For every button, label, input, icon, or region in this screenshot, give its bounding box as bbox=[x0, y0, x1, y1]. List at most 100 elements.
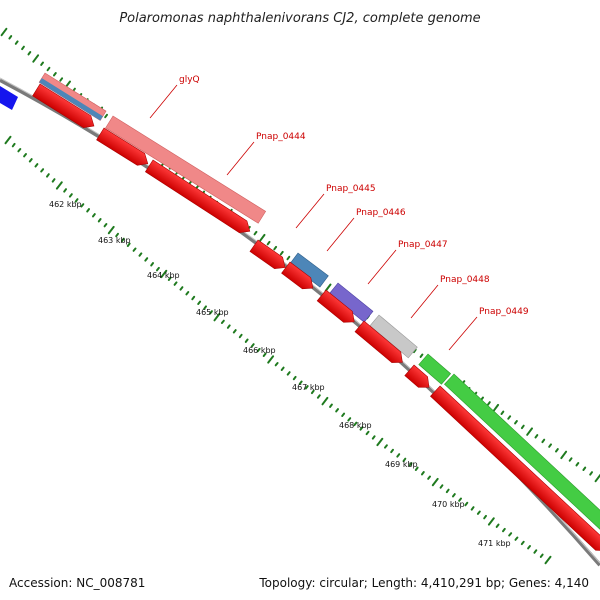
outer-ring-tick bbox=[324, 283, 332, 292]
inner-ring-tick bbox=[185, 291, 190, 296]
inner-ring-tick bbox=[74, 198, 79, 203]
cds-arrow-5 bbox=[281, 261, 314, 290]
upstream-feature bbox=[0, 86, 18, 110]
kbp-label-462: 462 kbp bbox=[49, 200, 82, 209]
inner-ring-tick bbox=[483, 514, 487, 520]
genome-backbone bbox=[0, 78, 600, 567]
outer-ring-tick bbox=[419, 353, 424, 358]
outer-ring-tick bbox=[589, 471, 593, 476]
outer-ring-tick bbox=[59, 77, 64, 82]
inner-ring-tick bbox=[298, 380, 303, 385]
inner-ring-tick bbox=[23, 153, 27, 158]
inner-ring-tick bbox=[11, 142, 16, 148]
inner-ring-tick bbox=[476, 510, 481, 515]
gene-glyq bbox=[38, 72, 107, 121]
leader-pnap-0446 bbox=[326, 217, 355, 252]
inner-ring-tick bbox=[191, 295, 196, 301]
inner-ring-tick bbox=[495, 523, 500, 528]
outer-ring-tick bbox=[520, 424, 525, 430]
gene-labels: glyQ Pnap_0444 Pnap_0445 Pnap_0446 Pnap_… bbox=[179, 75, 529, 317]
inner-ring-tick bbox=[464, 501, 469, 507]
outer-ring-tick bbox=[266, 240, 271, 246]
inner-ring-tick bbox=[213, 312, 221, 322]
outer-ring-tick bbox=[253, 230, 258, 236]
outer-ring-tick bbox=[500, 410, 505, 415]
gene-label-pnap-0444: Pnap_0444 bbox=[256, 132, 306, 142]
kbp-label-468: 468 kbp bbox=[339, 421, 372, 430]
accession-text: Accession: NC_008781 bbox=[9, 576, 145, 590]
cds-arrow-6 bbox=[316, 289, 355, 323]
inner-ring-tick bbox=[390, 448, 394, 454]
gene-pnap-0448 bbox=[418, 353, 452, 385]
outer-ring-tick bbox=[412, 348, 417, 354]
outer-ring-tick bbox=[582, 466, 587, 471]
inner-ring-tick bbox=[86, 208, 90, 213]
kbp-label-465: 465 kbp bbox=[196, 308, 229, 317]
inner-ring-tick bbox=[160, 269, 168, 279]
inner-ring-tick bbox=[414, 466, 419, 471]
kbp-label-467: 467 kbp bbox=[292, 383, 325, 392]
gene-label-glyq: glyQ bbox=[179, 75, 200, 85]
inner-ring-tick bbox=[431, 477, 439, 487]
inner-ring-tick bbox=[286, 371, 291, 376]
inner-ring-tick bbox=[384, 444, 388, 449]
kbp-label-471: 471 kbp bbox=[478, 539, 511, 548]
inner-ring-tick bbox=[304, 385, 309, 390]
inner-ring-tick bbox=[63, 188, 67, 193]
outer-ring-tick bbox=[273, 245, 278, 251]
inner-ring-tick bbox=[115, 232, 119, 238]
map-title: Polaromonas naphthalenivorans CJ2, compl… bbox=[119, 11, 480, 26]
outer-ring-tick bbox=[526, 427, 533, 436]
inner-ring-tick bbox=[365, 430, 370, 436]
inner-ring-tick bbox=[329, 403, 333, 408]
inner-ring-tick bbox=[452, 493, 456, 498]
outer-ring-tick bbox=[104, 113, 108, 119]
inner-ring-tick bbox=[347, 417, 352, 422]
gene-label-pnap-0446: Pnap_0446 bbox=[356, 208, 406, 218]
gene-label-pnap-0445: Pnap_0445 bbox=[326, 184, 376, 194]
outer-ring-tick bbox=[279, 250, 284, 256]
kbp-label-463: 463 kbp bbox=[98, 236, 131, 245]
inner-ring-tick bbox=[55, 181, 63, 190]
cds-arrow-1 bbox=[32, 83, 95, 128]
inner-ring-tick bbox=[156, 266, 160, 272]
kbp-label-464: 464 kbp bbox=[147, 271, 180, 280]
outer-ring-tick bbox=[507, 415, 512, 420]
cds-arrow-7 bbox=[354, 320, 403, 363]
cds-arrow-4 bbox=[249, 239, 286, 269]
inner-ring-tick bbox=[80, 203, 85, 208]
outer-ring-tick bbox=[40, 61, 44, 66]
inner-ring-tick bbox=[121, 237, 125, 243]
inner-ring-tick bbox=[527, 545, 531, 550]
inner-ring-tick bbox=[445, 488, 450, 494]
inner-ring-tick bbox=[144, 257, 149, 262]
inner-ring-tick bbox=[203, 305, 207, 310]
leader-glyq bbox=[149, 84, 178, 119]
inner-ring-tick bbox=[256, 347, 261, 353]
gene-label-leaders bbox=[149, 84, 478, 351]
kbp-label-470: 470 kbp bbox=[432, 500, 465, 509]
inner-ring-tick bbox=[173, 281, 178, 286]
outer-ring-tick bbox=[560, 450, 568, 460]
outer-ring-tick bbox=[46, 66, 51, 72]
inner-ring-tick bbox=[209, 310, 213, 315]
leader-pnap-0448 bbox=[410, 284, 439, 319]
inner-ring-tick bbox=[244, 338, 249, 343]
inner-ring-tick bbox=[514, 536, 519, 541]
inner-ring-tick bbox=[544, 555, 552, 565]
inner-ring-tick bbox=[280, 366, 285, 371]
inner-ring-tick bbox=[487, 517, 495, 526]
outer-ring-tick bbox=[492, 403, 500, 413]
inner-ring-tick bbox=[421, 471, 425, 476]
inner-ring-tick bbox=[316, 394, 321, 399]
inner-ring-tick bbox=[458, 497, 462, 502]
inner-ring-tick bbox=[508, 532, 513, 537]
inner-ring-tick bbox=[353, 421, 358, 427]
inner-ring-tick bbox=[502, 527, 506, 533]
gene-label-pnap-0449: Pnap_0449 bbox=[479, 307, 529, 317]
inner-ring-tick bbox=[167, 276, 172, 281]
gene-track bbox=[38, 72, 600, 542]
inner-ring-tick bbox=[262, 352, 267, 357]
inner-ring-tick bbox=[126, 242, 131, 247]
outer-ring-tick bbox=[568, 457, 573, 462]
